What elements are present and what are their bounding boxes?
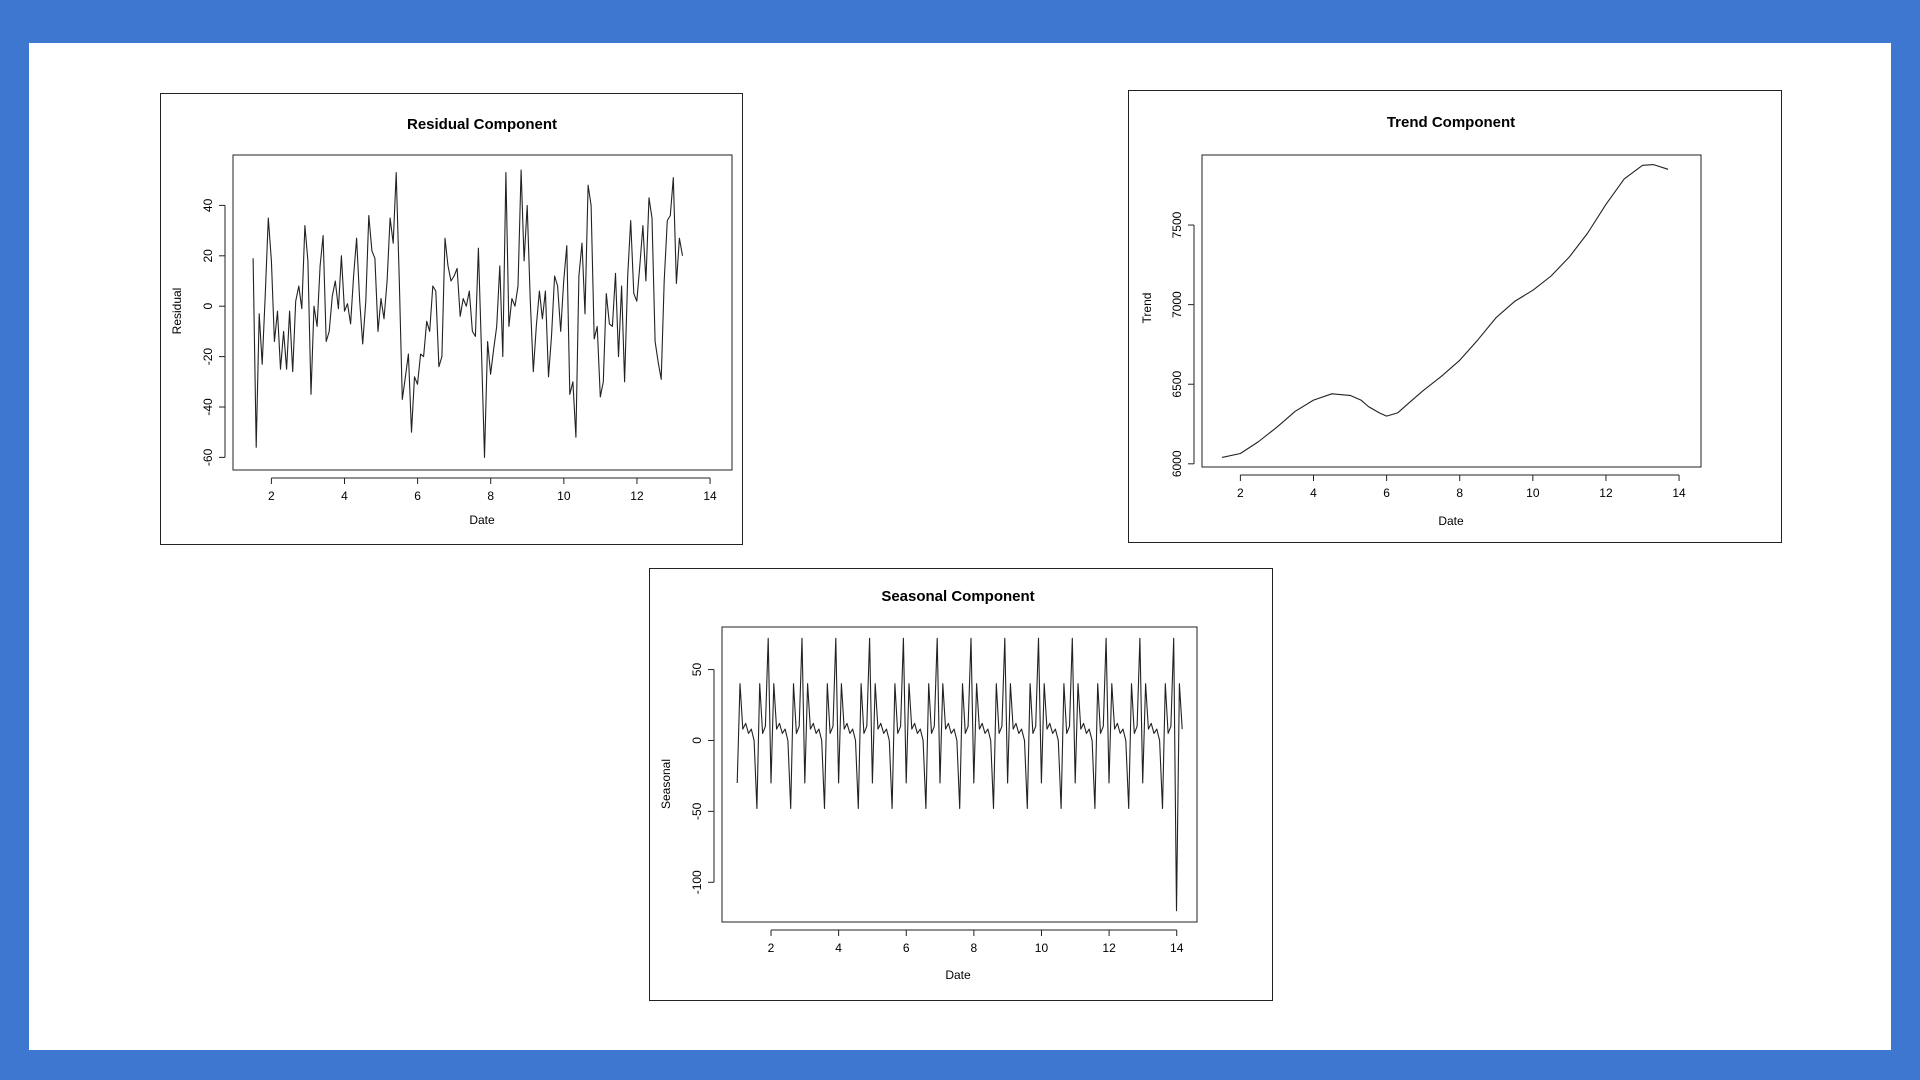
residual-plot-box <box>232 154 733 471</box>
figure-frame: Residual Component Date Residual 2 4 6 8 10 1… <box>29 43 1891 1050</box>
residual-chart-panel: Residual Component Date Residual 2 4 6 8 10 1… <box>160 93 743 545</box>
seasonal-series-line <box>736 637 1183 912</box>
trend-y-tick-label: 7500 <box>1170 211 1184 238</box>
residual-x-tick-label: 4 <box>341 489 348 503</box>
seasonal-x-tick-label: 14 <box>1170 941 1184 955</box>
trend-series-line <box>1221 164 1669 458</box>
trend-x-tick-label: 6 <box>1383 486 1390 500</box>
seasonal-x-tick-label: 6 <box>903 941 910 955</box>
trend-x-tick-label: 12 <box>1599 486 1613 500</box>
residual-x-axis-label: Date <box>469 513 495 527</box>
seasonal-x-tick-label: 12 <box>1102 941 1116 955</box>
trend-plot-box <box>1201 154 1702 468</box>
residual-series-line <box>252 169 684 458</box>
seasonal-chart: Seasonal Component Date Seasonal 2 4 6 8 10 1… <box>659 588 1198 982</box>
seasonal-chart-title: Seasonal Component <box>881 588 1034 605</box>
seasonal-y-axis-label: Seasonal <box>659 759 673 809</box>
residual-chart-title: Residual Component <box>407 116 557 133</box>
seasonal-x-tick-label: 2 <box>768 941 775 955</box>
trend-y-axis-label: Trend <box>1140 293 1154 324</box>
trend-y-tick-label: 6000 <box>1170 450 1184 477</box>
residual-x-tick-label: 10 <box>557 489 571 503</box>
seasonal-plot-box <box>721 626 1198 923</box>
trend-y-tick-label: 6500 <box>1170 371 1184 398</box>
seasonal-x-tick-label: 10 <box>1035 941 1049 955</box>
seasonal-x-tick-label: 8 <box>971 941 978 955</box>
seasonal-y-tick-label: -100 <box>690 870 704 894</box>
residual-x-tick-label: 2 <box>268 489 275 503</box>
residual-x-tick-label: 6 <box>414 489 421 503</box>
residual-chart: Residual Component Date Residual 2 4 6 8 10 1… <box>170 116 733 527</box>
residual-y-tick-label: 20 <box>201 249 215 263</box>
seasonal-y-tick-label: -50 <box>690 802 704 820</box>
residual-x-tick-label: 12 <box>630 489 644 503</box>
trend-chart-panel: Trend Component Date Trend 2 4 6 8 10 12 14 600… <box>1128 90 1782 543</box>
residual-y-tick-label: -60 <box>201 448 215 466</box>
residual-y-axis-label: Residual <box>170 288 184 335</box>
residual-y-tick-label: -20 <box>201 348 215 366</box>
trend-x-tick-label: 14 <box>1672 486 1686 500</box>
trend-x-tick-label: 4 <box>1310 486 1317 500</box>
seasonal-chart-panel: Seasonal Component Date Seasonal 2 4 6 8 10 1… <box>649 568 1273 1001</box>
residual-y-tick-label: 0 <box>201 303 215 310</box>
seasonal-x-tick-label: 4 <box>835 941 842 955</box>
trend-x-tick-label: 8 <box>1456 486 1463 500</box>
seasonal-x-axis-label: Date <box>945 968 971 982</box>
trend-chart: Trend Component Date Trend 2 4 6 8 10 12 14 600… <box>1140 114 1702 528</box>
seasonal-y-tick-label: 0 <box>690 737 704 744</box>
trend-y-tick-label: 7000 <box>1170 291 1184 318</box>
residual-y-tick-label: 40 <box>201 198 215 212</box>
seasonal-y-tick-label: 50 <box>690 663 704 677</box>
trend-x-tick-label: 10 <box>1526 486 1540 500</box>
residual-x-tick-label: 14 <box>703 489 717 503</box>
trend-x-axis-label: Date <box>1438 514 1464 528</box>
trend-x-tick-label: 2 <box>1237 486 1244 500</box>
residual-y-tick-label: -40 <box>201 398 215 416</box>
trend-chart-title: Trend Component <box>1387 114 1515 131</box>
residual-x-tick-label: 8 <box>487 489 494 503</box>
